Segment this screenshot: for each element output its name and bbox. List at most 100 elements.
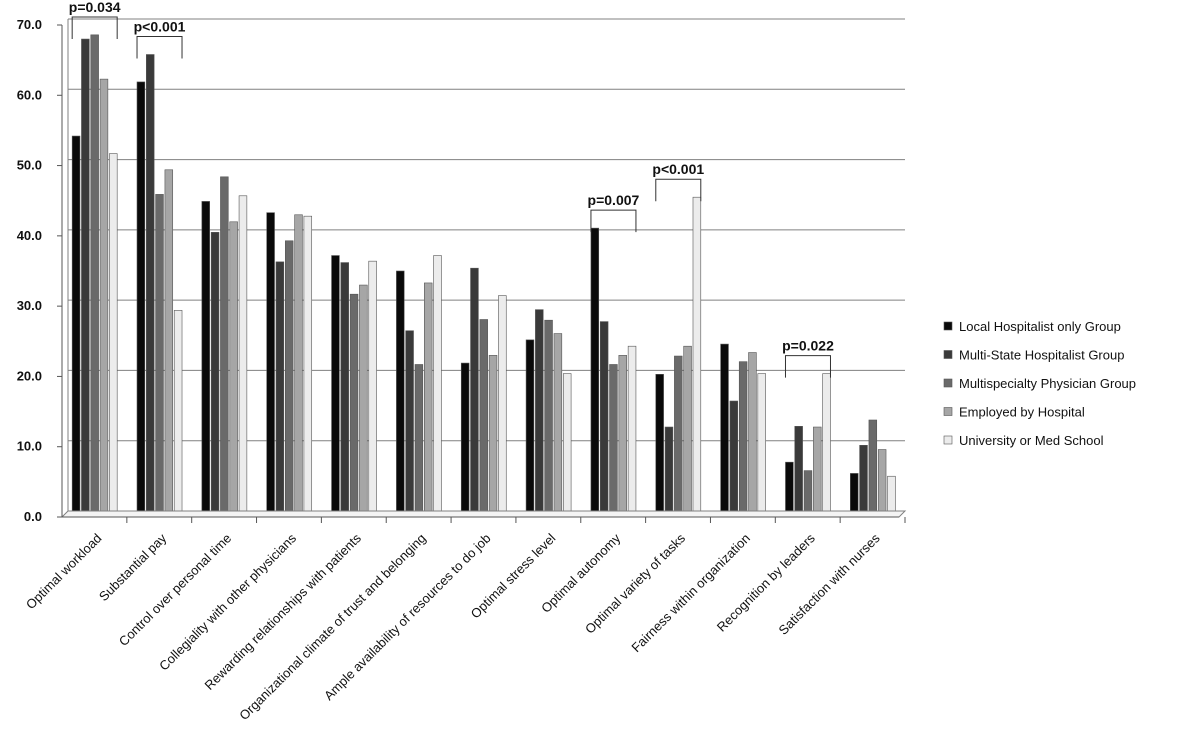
legend-label: Multispecialty Physician Group	[959, 376, 1136, 391]
significance-bracket	[71, 16, 118, 39]
bar	[498, 295, 507, 518]
bar	[618, 355, 627, 518]
bar	[868, 419, 878, 518]
bar	[785, 461, 794, 518]
bar	[859, 445, 868, 518]
bar	[173, 310, 183, 518]
bar	[562, 373, 572, 518]
legend-swatch	[943, 435, 953, 445]
y-tick-label: 60.0	[17, 87, 42, 102]
bar	[359, 284, 368, 518]
legend: Local Hospitalist only Group Multi-State …	[943, 319, 1136, 448]
x-tick-label: Control over personal time	[116, 531, 234, 649]
annotations: p=0.034 p<0.001 p=0.007 p<0.001 p=0.022	[69, 0, 834, 378]
bar	[229, 221, 238, 518]
bar	[368, 260, 377, 518]
bar	[590, 227, 600, 518]
y-tick-label: 40.0	[17, 228, 42, 243]
x-tick-label: Collegiality with other physicians	[156, 530, 299, 673]
bar	[729, 400, 739, 518]
bar	[294, 214, 303, 518]
p-value-label: p=0.022	[782, 338, 834, 354]
bar	[164, 169, 174, 518]
bar	[220, 176, 229, 518]
bar	[692, 196, 702, 518]
bar	[535, 309, 544, 518]
bar	[285, 240, 294, 518]
bar	[803, 470, 813, 518]
bar	[813, 426, 822, 518]
bar	[414, 364, 424, 518]
y-tick-label: 70.0	[17, 17, 42, 32]
axes	[57, 19, 907, 523]
bar	[738, 361, 748, 518]
legend-label: Employed by Hospital	[959, 405, 1085, 420]
bar	[146, 54, 155, 518]
bar	[470, 267, 479, 518]
y-tick-label: 50.0	[17, 158, 42, 173]
bar	[396, 270, 405, 518]
legend-swatch	[943, 407, 953, 416]
bar	[201, 201, 210, 518]
bar	[488, 355, 498, 518]
p-value-label: p<0.001	[652, 161, 704, 177]
bar	[525, 339, 535, 518]
bar	[757, 373, 766, 518]
bar	[822, 373, 831, 518]
bar	[655, 374, 664, 518]
bar	[674, 355, 683, 518]
bar	[275, 261, 285, 518]
legend-swatch	[943, 378, 953, 388]
bar	[90, 34, 99, 518]
y-axis-ticks: 0.0 10.0 20.0 30.0 40.0 50.0 60.0 70.0	[17, 17, 42, 524]
bar	[136, 81, 146, 518]
y-tick-label: 0.0	[24, 509, 42, 524]
significance-bracket	[784, 355, 831, 378]
bar	[609, 364, 618, 518]
p-value-label: p=0.007	[588, 192, 640, 208]
p-value-label: p=0.034	[69, 0, 121, 15]
bar	[683, 345, 692, 518]
x-tick-label: Fairness within organization	[628, 531, 753, 656]
bar	[424, 282, 433, 518]
y-tick-label: 10.0	[17, 439, 42, 454]
bar	[664, 426, 674, 518]
bar	[460, 362, 470, 518]
significance-bracket	[136, 36, 183, 59]
bar	[553, 333, 563, 518]
x-tick-label: Substantial pay	[96, 530, 170, 604]
legend-swatch	[943, 350, 953, 359]
y-tick-label: 20.0	[17, 368, 42, 383]
bar	[794, 426, 803, 518]
significance-bracket	[590, 209, 637, 233]
bar	[155, 194, 164, 518]
bar	[877, 449, 887, 518]
legend-label: University or Med School	[959, 433, 1104, 448]
bar	[433, 255, 442, 518]
bar	[331, 255, 340, 518]
bar	[479, 319, 488, 518]
floor	[60, 510, 907, 518]
bar	[720, 343, 729, 518]
legend-label: Multi-State Hospitalist Group	[959, 348, 1124, 363]
x-tick-label: Optimal workload	[23, 531, 105, 613]
y-tick-label: 30.0	[17, 298, 42, 313]
bar	[266, 212, 275, 518]
legend-label: Local Hospitalist only Group	[959, 319, 1121, 334]
bar	[303, 215, 313, 518]
bar	[405, 330, 414, 518]
bar	[238, 195, 248, 518]
bar	[599, 321, 609, 518]
bar	[748, 352, 757, 518]
bar	[109, 153, 118, 518]
bar	[71, 135, 81, 518]
bar	[544, 319, 553, 518]
bar	[99, 78, 109, 518]
legend-swatch	[943, 321, 953, 331]
p-value-label: p<0.001	[134, 19, 186, 35]
bar	[850, 473, 859, 518]
bars	[71, 34, 896, 518]
bar	[349, 293, 359, 518]
